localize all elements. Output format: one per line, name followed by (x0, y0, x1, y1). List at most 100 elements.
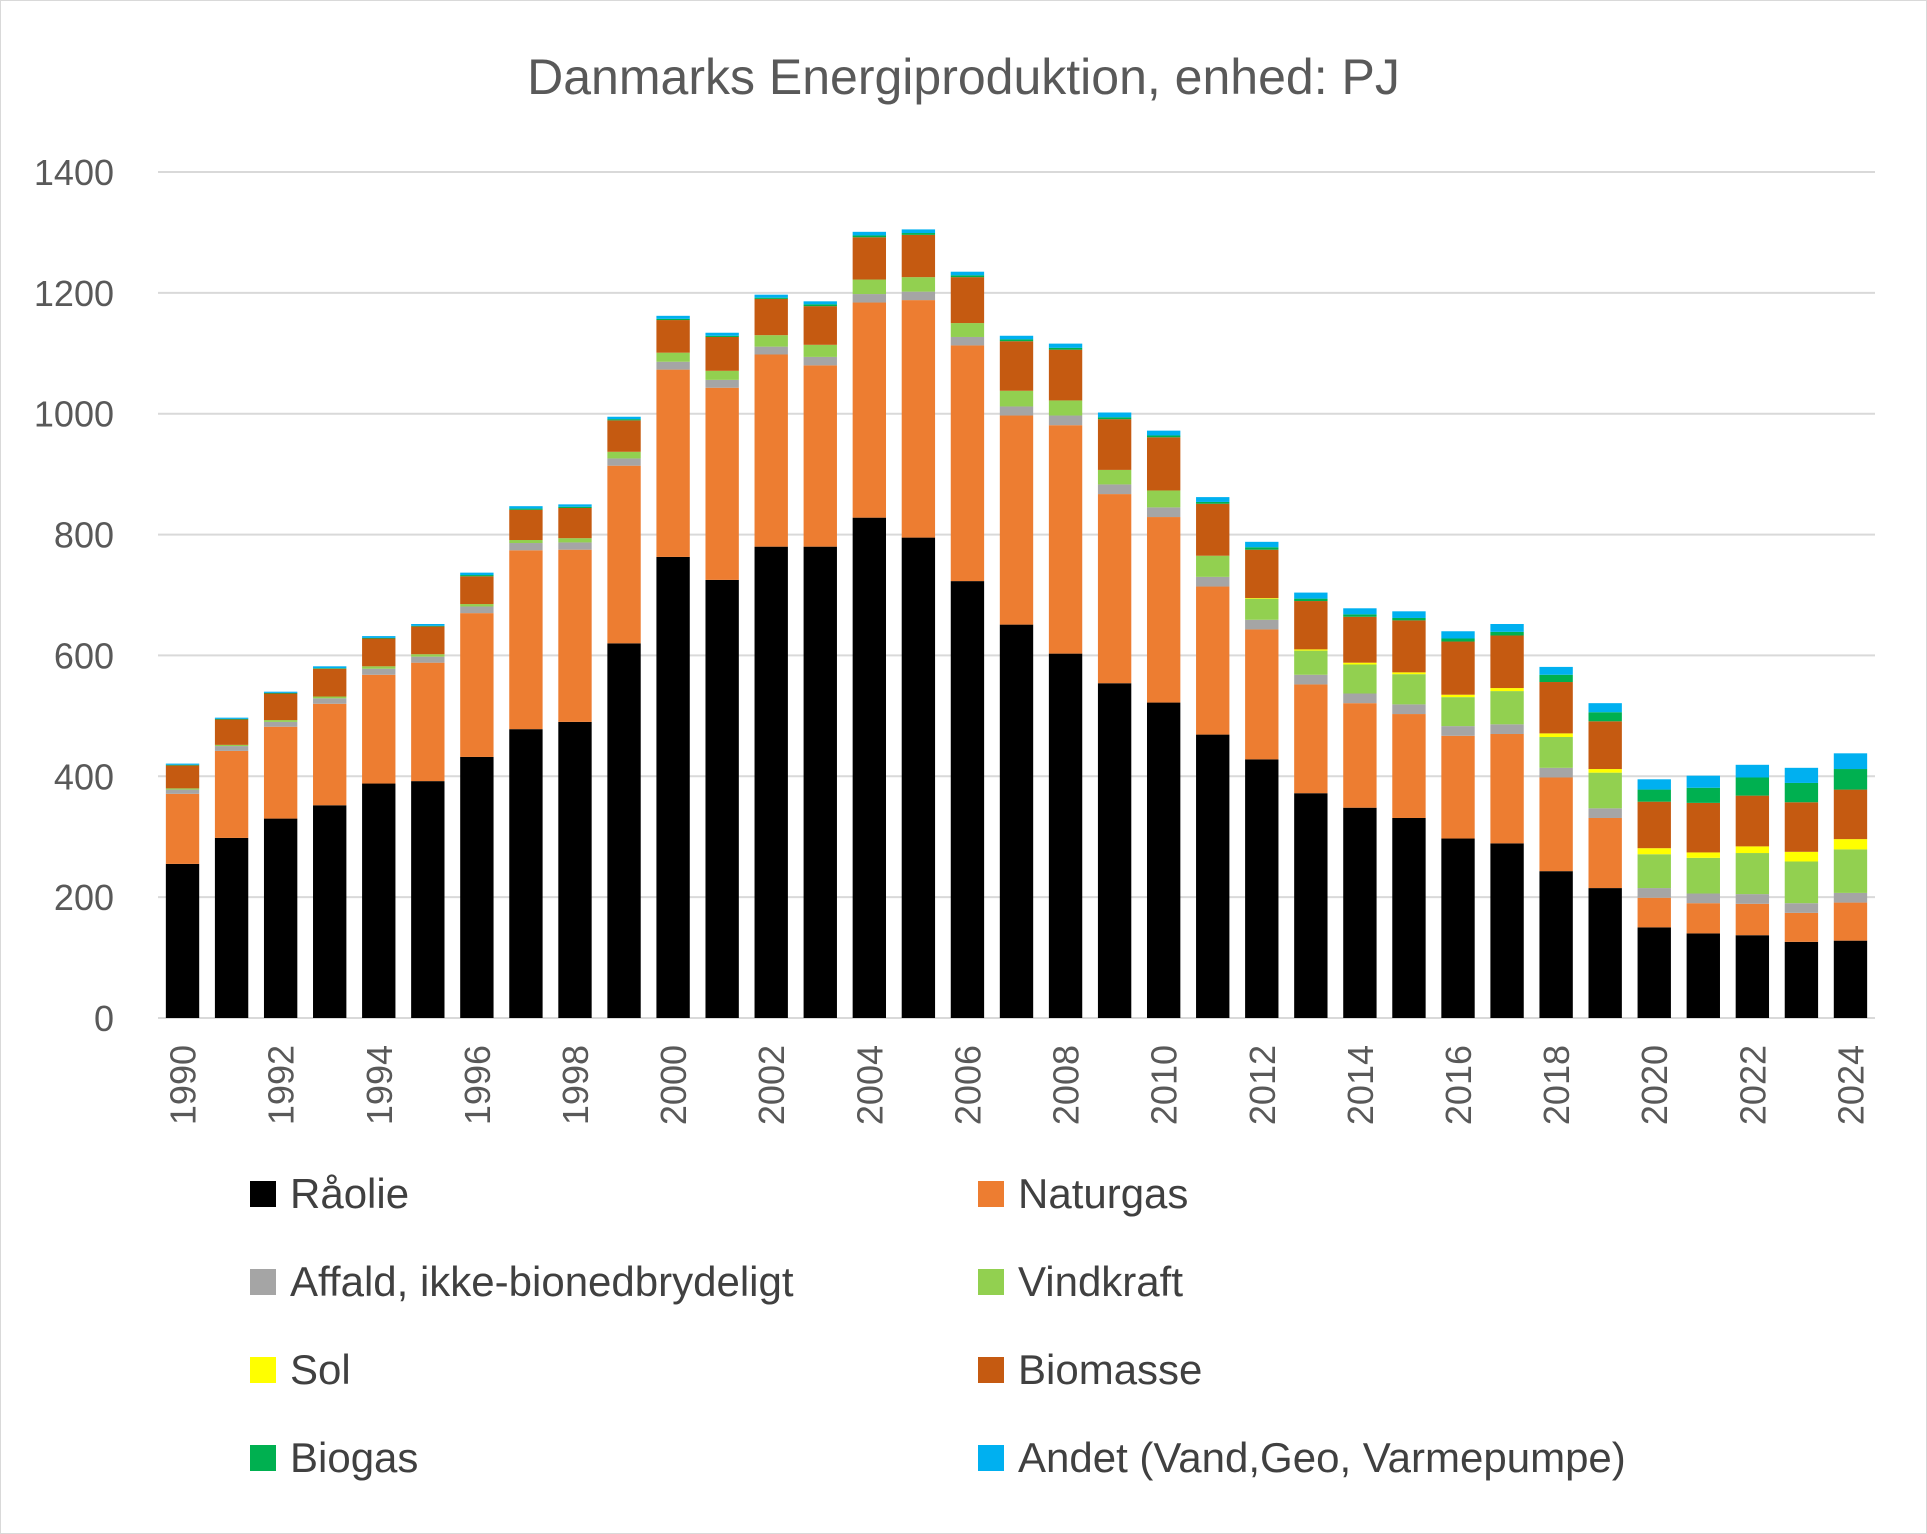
bar-segment-2004-s3 (852, 279, 887, 295)
bar-segment-1994-s3 (362, 666, 396, 669)
bar-segment-1993-s5 (313, 668, 347, 697)
bar-segment-1997-s2 (509, 543, 543, 551)
legend-label: Vindkraft (1018, 1258, 1183, 1305)
bar-segment-2011-s7 (1196, 497, 1230, 502)
legend-label: Andet (Vand,Geo, Varmepumpe) (1018, 1434, 1626, 1481)
bar-segment-2012-s2 (1245, 619, 1279, 630)
bar-segment-2010-s5 (1146, 437, 1181, 491)
bar-segment-1990-s7 (165, 763, 200, 765)
bar-segment-2014-s7 (1343, 608, 1377, 615)
legend-label: Naturgas (1018, 1170, 1189, 1217)
x-tick-label: 1994 (359, 1045, 400, 1125)
bar-segment-1992-s5 (263, 693, 298, 721)
bar-segment-1995-s7 (411, 624, 445, 626)
bar-segment-2008-s6 (1048, 347, 1083, 350)
bar-segment-2022-s7 (1735, 764, 1770, 778)
bar-segment-1992-s7 (263, 691, 298, 693)
x-tick-label: 1996 (457, 1045, 498, 1125)
bar-segment-1992-s1 (263, 726, 298, 819)
bar-segment-2011-s0 (1196, 734, 1230, 1018)
bar-segment-2015-s7 (1392, 611, 1426, 618)
bar-segment-1992-s2 (263, 721, 298, 727)
bar-segment-2006-s7 (950, 271, 985, 276)
bar-segment-2010-s3 (1146, 490, 1181, 508)
legend-label: Råolie (290, 1170, 410, 1217)
bar-segment-2010-s2 (1146, 507, 1181, 518)
bar-segment-2011-s6 (1196, 501, 1230, 504)
bar-segment-2016-s0 (1441, 838, 1475, 1018)
x-tick-label: 2004 (849, 1045, 890, 1125)
bar-segment-1997-s7 (509, 506, 543, 509)
bar-segment-2002-s7 (754, 294, 788, 298)
bar-segment-2000-s1 (656, 369, 690, 557)
bar-segment-1990-s5 (165, 765, 200, 789)
bar-segment-2021-s6 (1686, 787, 1720, 803)
bar-segment-2015-s5 (1392, 620, 1426, 673)
bar-segment-2008-s2 (1048, 415, 1083, 426)
y-tick-label: 1200 (34, 273, 114, 314)
bar-segment-1992-s6 (263, 692, 298, 694)
bar-segment-2020-s1 (1637, 897, 1671, 928)
bar-segment-1996-s7 (460, 572, 494, 576)
x-tick-label: 2010 (1144, 1045, 1185, 1125)
bar-segment-2012-s6 (1245, 547, 1279, 550)
bar-segment-2014-s0 (1343, 807, 1377, 1018)
bar-segment-1993-s2 (313, 698, 347, 704)
bar-segment-1995-s6 (411, 625, 445, 627)
y-tick-label: 1400 (34, 152, 114, 193)
bar-segment-2006-s6 (950, 275, 985, 278)
bar-segment-2018-s1 (1539, 777, 1573, 872)
bar-segment-2001-s0 (705, 579, 739, 1018)
bar-segment-1991-s7 (214, 717, 249, 719)
bar-segment-2005-s7 (901, 229, 936, 234)
bar-segment-2005-s1 (901, 300, 936, 538)
bar-segment-2015-s1 (1392, 714, 1426, 818)
bar-segment-2018-s4 (1539, 733, 1573, 738)
bar-segment-2003-s7 (803, 301, 837, 305)
bar-segment-1999-s0 (607, 643, 641, 1018)
bar-segment-2022-s2 (1735, 894, 1770, 904)
bar-segment-2018-s7 (1539, 666, 1573, 675)
bar-segment-2018-s2 (1539, 767, 1573, 778)
bar-segment-2002-s0 (754, 546, 788, 1018)
x-axis-ticks: 1990 1992 1994 1996 1998 2000 2002 2004 2006 2008… (163, 1045, 1872, 1125)
bar-segment-2007-s7 (999, 335, 1034, 340)
bar-segment-2014-s4 (1343, 662, 1377, 665)
bar-segment-2020-s3 (1637, 854, 1671, 889)
bar-segment-2006-s1 (950, 345, 985, 582)
bar-segment-1996-s0 (460, 756, 494, 1018)
bar-segment-2000-s6 (656, 318, 690, 321)
bar-segment-2013-s3 (1294, 650, 1328, 675)
bar-segment-2013-s4 (1294, 649, 1328, 651)
bar-segment-2018-s5 (1539, 682, 1573, 734)
bar-segment-1999-s3 (607, 451, 641, 459)
legend-swatch (978, 1445, 1004, 1471)
bar-segment-1999-s2 (607, 458, 641, 466)
bar-segment-2009-s3 (1097, 469, 1132, 485)
bar-segment-2022-s3 (1735, 853, 1770, 895)
bar-segment-1990-s6 (165, 764, 200, 766)
bar-segment-2015-s2 (1392, 704, 1426, 715)
bar-segment-2015-s6 (1392, 617, 1426, 621)
bar-segment-2024-s4 (1833, 839, 1868, 850)
bar-segment-2024-s6 (1833, 769, 1868, 790)
bar-segment-2019-s2 (1588, 808, 1622, 818)
x-tick-label: 2016 (1438, 1045, 1479, 1125)
bar-segment-1994-s5 (362, 638, 396, 667)
bar-segment-2003-s1 (803, 365, 837, 547)
bar-segment-2001-s6 (705, 335, 739, 337)
bar-segment-2001-s5 (705, 336, 739, 371)
bar-segment-2023-s6 (1784, 782, 1819, 803)
legend-swatch (250, 1357, 276, 1383)
bar-segment-2003-s0 (803, 546, 837, 1018)
x-tick-label: 2012 (1242, 1045, 1283, 1125)
bar-segment-2003-s5 (803, 306, 837, 345)
bar-segment-2016-s3 (1441, 697, 1475, 727)
x-tick-label: 1992 (261, 1045, 302, 1125)
bar-segment-2005-s6 (901, 233, 936, 235)
bar-segment-2017-s4 (1490, 688, 1524, 692)
bar-segment-2010-s0 (1146, 702, 1181, 1018)
bar-segment-2011-s1 (1196, 586, 1230, 735)
bar-segment-2001-s2 (705, 379, 739, 388)
bar-segment-2022-s0 (1735, 935, 1770, 1018)
